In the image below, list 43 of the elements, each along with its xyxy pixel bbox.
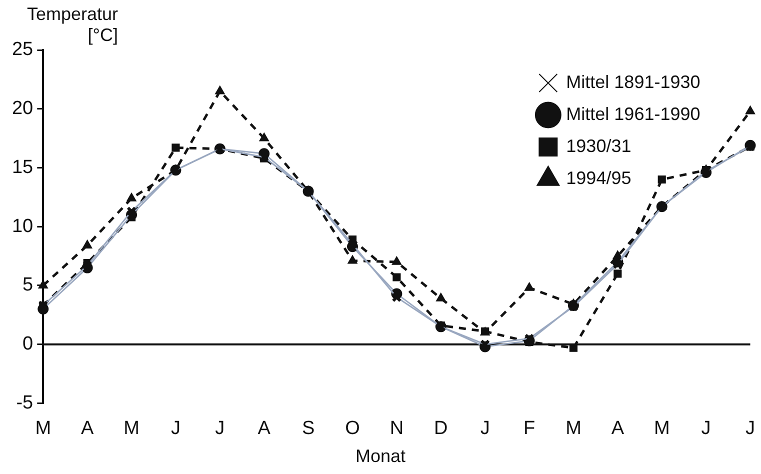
y-tick-label: 15 — [12, 156, 34, 178]
x-tick-label: M — [654, 418, 670, 439]
y-tick-label: 10 — [12, 216, 34, 237]
point — [524, 282, 534, 291]
x-tick-label: A — [611, 418, 624, 439]
x-tick-label: N — [390, 418, 404, 439]
legend-label: Mittel 1961-1990 — [566, 104, 700, 124]
x-tick-label: S — [302, 418, 315, 439]
point — [126, 192, 136, 202]
x-tick-label: J — [170, 418, 180, 439]
y-tick-label: -5 — [16, 392, 34, 414]
x-tick-label: D — [434, 418, 448, 439]
point — [348, 255, 358, 264]
point — [215, 86, 225, 94]
point — [436, 292, 446, 302]
x-tick-label: J — [746, 418, 755, 439]
x-axis-title: Monat — [354, 446, 407, 467]
y-tick-label: 25 — [12, 39, 34, 60]
y-tick-label: 20 — [12, 98, 34, 120]
point — [392, 256, 402, 265]
x-tick-label: J — [701, 418, 711, 439]
point — [614, 270, 622, 278]
x-tick-label: J — [215, 418, 225, 439]
x-tick-label: A — [80, 418, 94, 439]
y-tick-label: 0 — [22, 334, 34, 355]
point — [38, 280, 48, 288]
point — [745, 106, 756, 114]
legend-label: 1930/31 — [566, 136, 632, 156]
x-tick-label: O — [345, 418, 360, 439]
legend-label: 1994/95 — [566, 168, 632, 188]
y-tick-label: 5 — [22, 274, 34, 296]
point — [658, 175, 666, 184]
point — [259, 132, 269, 142]
point — [172, 144, 180, 152]
x-tick-label: M — [566, 418, 582, 439]
x-tick-label: F — [523, 418, 536, 439]
point — [82, 240, 92, 248]
x-tick-label: M — [35, 418, 52, 439]
x-tick-label: M — [124, 418, 140, 439]
point — [392, 273, 401, 282]
x-tick-label: A — [258, 418, 271, 439]
legend-label: Mittel 1891-1930 — [566, 72, 700, 92]
x-tick-label: J — [480, 418, 490, 439]
